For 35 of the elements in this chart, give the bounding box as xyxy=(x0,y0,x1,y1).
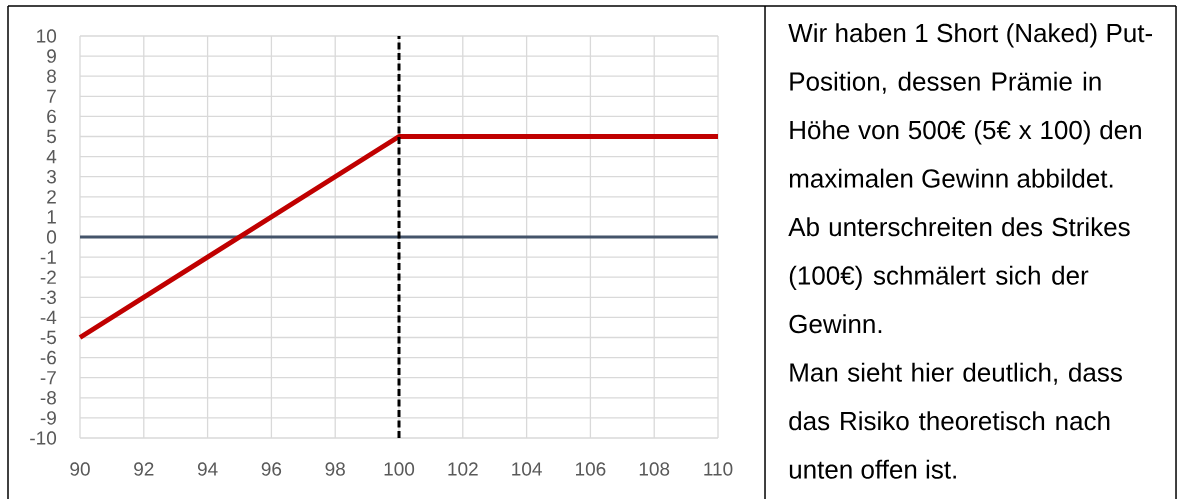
y-tick-label: -5 xyxy=(40,330,56,345)
x-tick-label: 92 xyxy=(134,462,154,476)
y-tick-label: -9 xyxy=(40,411,56,425)
y-tick-label: -4 xyxy=(40,310,57,324)
y-tick-label: 9 xyxy=(47,49,56,63)
x-tick-label: 102 xyxy=(448,462,478,476)
y-tick-label: -7 xyxy=(40,371,56,385)
y-tick-label: 4 xyxy=(46,150,57,164)
y-tick-label: 8 xyxy=(47,69,56,83)
y-tick-label: 3 xyxy=(46,169,56,184)
y-tick-label: 1 xyxy=(47,210,56,224)
text: Man sieht hier deutlich, dass das Risiko theoretisch nach unten offen ist. xyxy=(789,362,1122,479)
x-tick-label: 94 xyxy=(197,462,218,476)
text: Ab unterschreiten des Strikes (100€) schmälert sich der Gewinn. xyxy=(788,217,1130,334)
y-tick-label: -6 xyxy=(40,350,56,365)
x-tick-label: 104 xyxy=(512,462,542,476)
text: Wir haben 1 Short (Naked) Put-Position, dessen Prämie in Höhe von 500€ (5€ x 100) den maximalen Gewinn abbildet. xyxy=(788,23,1153,188)
y-tick-label: -2 xyxy=(40,270,56,284)
x-tick-label: 98 xyxy=(325,462,345,476)
x-tick-label: 110 xyxy=(704,462,733,476)
x-tick-label: 90 xyxy=(70,462,90,476)
x-tick-label: 108 xyxy=(639,462,670,476)
x-tick-label: 106 xyxy=(576,462,606,476)
y-tick-label: 7 xyxy=(47,89,56,103)
y-tick-label: 6 xyxy=(47,109,56,124)
y-tick-label: -8 xyxy=(40,391,56,405)
y-tick-label: 2 xyxy=(47,190,56,204)
y-tick-label: 0 xyxy=(46,230,57,244)
x-tick-label: 100 xyxy=(384,462,415,476)
y-tick-label: 5 xyxy=(47,129,56,144)
y-tick-label: -10 xyxy=(30,431,57,445)
y-tick-label: -3 xyxy=(40,290,56,305)
x-tick-label: 96 xyxy=(261,462,282,476)
y-tick-label: -1 xyxy=(40,250,56,264)
y-tick-label: 10 xyxy=(37,29,57,43)
